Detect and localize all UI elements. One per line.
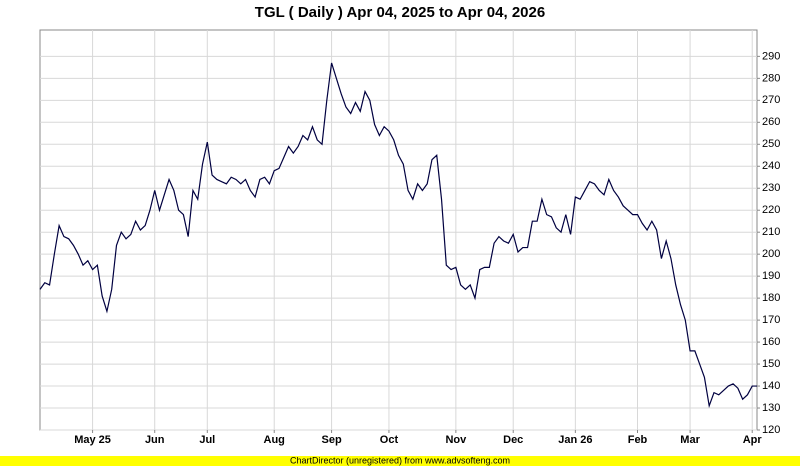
y-tick-label: 240 xyxy=(762,160,780,172)
y-tick-label: 130 xyxy=(762,402,780,414)
y-tick-label: 140 xyxy=(762,380,780,392)
x-tick-label: Aug xyxy=(264,434,285,446)
y-tick-label: 160 xyxy=(762,336,780,348)
x-tick-label: Mar xyxy=(680,434,700,446)
x-tick-label: Jan 26 xyxy=(558,434,592,446)
x-tick-label: Jun xyxy=(145,434,165,446)
x-tick-label: May 25 xyxy=(74,434,111,446)
y-tick-label: 250 xyxy=(762,138,780,150)
y-tick-label: 210 xyxy=(762,226,780,238)
x-tick-label: Nov xyxy=(445,434,467,446)
x-tick-label: Dec xyxy=(503,434,523,446)
y-tick-label: 220 xyxy=(762,204,780,216)
x-tick-label: Feb xyxy=(628,434,648,446)
y-tick-label: 180 xyxy=(762,292,780,304)
plot-area xyxy=(39,29,758,431)
chart-title: TGL ( Daily ) Apr 04, 2025 to Apr 04, 20… xyxy=(255,4,545,21)
price-line xyxy=(39,62,757,409)
y-tick-label: 230 xyxy=(762,182,780,194)
y-tick-label: 150 xyxy=(762,358,780,370)
y-tick-label: 280 xyxy=(762,72,780,84)
x-tick-label: Oct xyxy=(380,434,399,446)
y-tick-label: 190 xyxy=(762,270,780,282)
y-tick-label: 170 xyxy=(762,314,780,326)
y-tick-label: 290 xyxy=(762,50,780,62)
x-tick-label: Jul xyxy=(199,434,215,446)
y-tick-label: 260 xyxy=(762,116,780,128)
x-tick-label: Sep xyxy=(321,434,341,446)
footer-bar xyxy=(0,456,800,466)
footer-text: ChartDirector (unregistered) from www.ad… xyxy=(290,455,510,465)
y-tick-label: 270 xyxy=(762,94,780,106)
y-tick-label: 120 xyxy=(762,424,780,436)
y-tick-label: 200 xyxy=(762,248,780,260)
x-tick-label: Apr xyxy=(743,434,763,446)
